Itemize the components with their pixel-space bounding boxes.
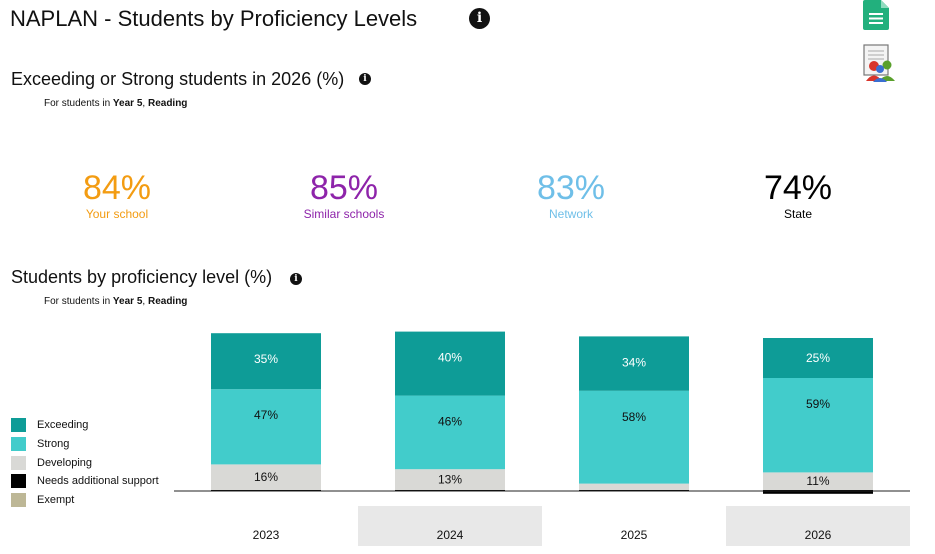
data-label: 11% bbox=[806, 474, 829, 488]
legend-item-exempt: Exempt bbox=[11, 493, 74, 509]
kpi-section-title: Exceeding or Strong students in 2026 (%) bbox=[11, 69, 345, 89]
legend-label: Exceeding bbox=[37, 419, 89, 431]
subtitle-prefix: For students in bbox=[44, 98, 113, 109]
x-tick-label: 2025 bbox=[621, 528, 648, 542]
legend-swatch bbox=[11, 437, 26, 451]
kpi-value: 74% bbox=[763, 169, 833, 207]
bar-segment-exceeding bbox=[579, 336, 689, 391]
kpi-your-school: 84% Your school bbox=[37, 170, 197, 221]
legend-item-strong: Strong bbox=[11, 437, 69, 453]
data-label: 40% bbox=[438, 351, 462, 365]
legend-swatch bbox=[11, 493, 26, 507]
kpi-value: 85% bbox=[309, 169, 379, 207]
bar-segment-strong bbox=[211, 389, 321, 465]
info-icon[interactable]: i bbox=[359, 73, 371, 85]
legend-label: Strong bbox=[37, 438, 70, 450]
kpi-value: 84% bbox=[82, 169, 152, 207]
data-label: 25% bbox=[806, 351, 830, 365]
bar-segment-exceeding bbox=[395, 331, 505, 396]
subtitle-domain: Reading bbox=[147, 296, 188, 307]
legend-label: Developing bbox=[37, 457, 93, 469]
bar-segment-developing bbox=[211, 464, 321, 490]
kpi-similar-schools: 85% Similar schools bbox=[264, 170, 424, 221]
bar-segment-developing bbox=[395, 469, 505, 490]
info-icon[interactable]: i bbox=[469, 8, 490, 29]
chart-subtitle: For students in Year 5, Reading bbox=[44, 296, 187, 307]
bar-segment-developing bbox=[763, 472, 873, 490]
legend-swatch bbox=[11, 474, 26, 488]
bar-segment-developing bbox=[579, 483, 689, 490]
category-band bbox=[726, 506, 910, 546]
x-tick-label: 2024 bbox=[437, 528, 464, 542]
kpi-network: 83% Network bbox=[491, 170, 651, 221]
subtitle-year: Year 5 bbox=[112, 98, 143, 109]
bar-segment-strong bbox=[763, 378, 873, 473]
kpi-state: 74% State bbox=[718, 170, 878, 221]
subtitle-year: Year 5 bbox=[112, 296, 143, 307]
kpi-label: Your school bbox=[85, 207, 149, 221]
legend-swatch bbox=[11, 418, 26, 432]
data-label: 35% bbox=[254, 352, 278, 366]
report-icon[interactable] bbox=[861, 44, 897, 82]
data-label: 58% bbox=[622, 410, 646, 424]
info-icon[interactable]: i bbox=[290, 273, 302, 285]
chart-section-title: Students by proficiency level (%) bbox=[11, 267, 273, 287]
data-label: 46% bbox=[438, 415, 462, 429]
legend-item-exceeding: Exceeding bbox=[11, 418, 88, 434]
legend-label: Exempt bbox=[37, 494, 75, 506]
page-title: NAPLAN - Students by Proficiency Levels bbox=[10, 6, 418, 31]
legend-swatch bbox=[11, 456, 26, 470]
category-band bbox=[358, 506, 542, 546]
legend-item-needs-support: Needs additional support bbox=[11, 474, 159, 490]
kpi-label: State bbox=[783, 207, 813, 221]
kpi-label: Network bbox=[548, 207, 593, 221]
proficiency-chart: 16% 47% 35% 2023 13% 46% 40% 2024 58% 34% 2025 11% 5… bbox=[174, 331, 910, 546]
data-label: 59% bbox=[806, 397, 830, 411]
bar-segment-exceeding bbox=[211, 333, 321, 390]
x-tick-label: 2026 bbox=[805, 528, 832, 542]
subtitle-separator: , bbox=[142, 98, 148, 109]
data-label: 16% bbox=[254, 470, 278, 484]
bar-segment-exceeding bbox=[763, 338, 873, 378]
document-icon[interactable] bbox=[863, 0, 889, 30]
subtitle-domain: Reading bbox=[147, 98, 188, 109]
subtitle-separator: , bbox=[142, 296, 148, 307]
legend-item-developing: Developing bbox=[11, 456, 92, 472]
bar-segment-strong bbox=[579, 390, 689, 484]
subtitle-prefix: For students in bbox=[44, 296, 113, 307]
bar-segment-strong bbox=[395, 395, 505, 470]
x-tick-label: 2023 bbox=[253, 528, 280, 542]
data-label: 47% bbox=[254, 408, 278, 422]
kpi-value: 83% bbox=[536, 169, 606, 207]
kpi-subtitle: For students in Year 5, Reading bbox=[44, 98, 187, 109]
legend-label: Needs additional support bbox=[37, 475, 159, 487]
kpi-label: Similar schools bbox=[303, 207, 385, 221]
data-label: 34% bbox=[622, 355, 646, 369]
data-label: 13% bbox=[438, 473, 462, 487]
